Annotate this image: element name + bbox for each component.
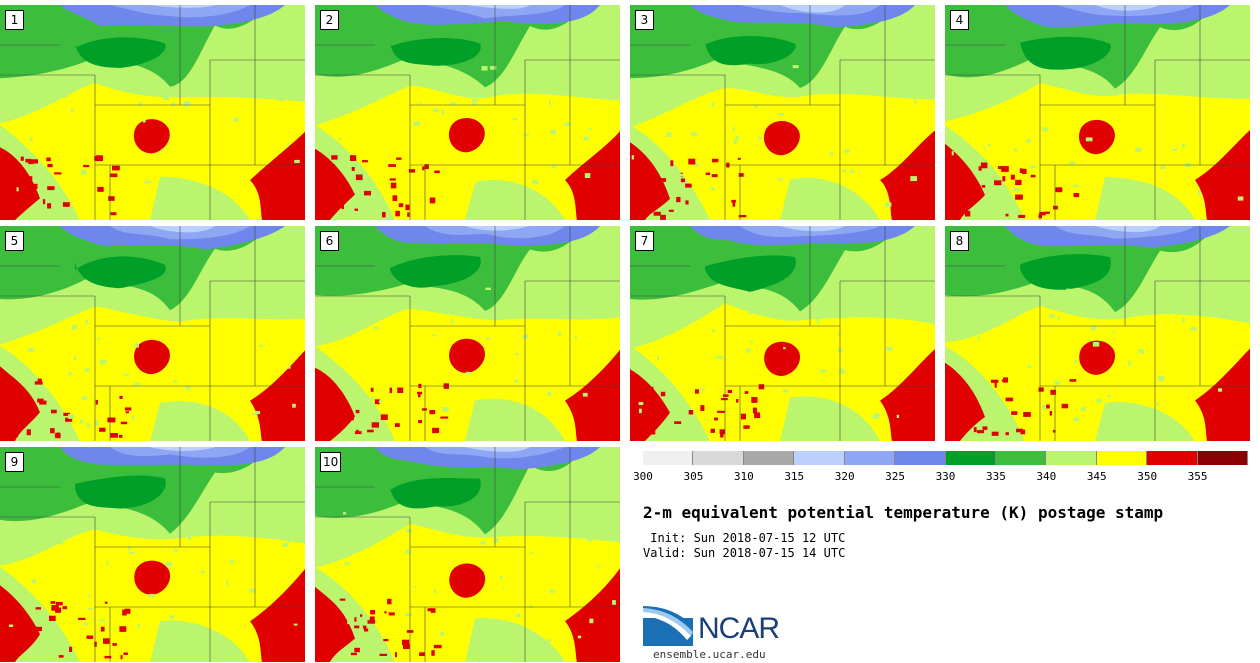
- colorbar-tick-label: 355: [1187, 470, 1208, 483]
- colorbar-tick-label: 330: [935, 470, 956, 483]
- member-panel: 7: [630, 226, 935, 441]
- colorbar-cell: [945, 451, 996, 465]
- colorbar-tick-label: 345: [1086, 470, 1107, 483]
- plot-title: 2-m equivalent potential temperature (K)…: [643, 503, 1164, 522]
- ncar-logo-icon: [643, 606, 693, 646]
- colorbar-tick-label: 335: [985, 470, 1006, 483]
- member-label: 5: [5, 231, 24, 251]
- map-field: [0, 5, 305, 220]
- colorbar-tick-label: 310: [733, 470, 754, 483]
- valid-time: Valid: Sun 2018-07-15 14 UTC: [643, 546, 846, 560]
- colorbar-cell: [643, 451, 694, 465]
- map-field: [630, 5, 935, 220]
- colorbar-tick-label: 315: [784, 470, 805, 483]
- member-label: 6: [320, 231, 339, 251]
- member-label: 4: [950, 10, 969, 30]
- map-field: [0, 226, 305, 441]
- map-field: [0, 447, 305, 662]
- member-panel: 5: [0, 226, 305, 441]
- init-time: Init: Sun 2018-07-15 12 UTC: [643, 531, 846, 545]
- map-field: [315, 226, 620, 441]
- member-label: 9: [5, 452, 24, 472]
- member-panel: 9: [0, 447, 305, 662]
- map-field: [315, 447, 620, 662]
- colorbar-tick-label: 305: [683, 470, 704, 483]
- colorbar-tick-label: 350: [1137, 470, 1158, 483]
- colorbar-tick-label: 340: [1036, 470, 1057, 483]
- map-field: [945, 5, 1250, 220]
- colorbar-cell: [895, 451, 946, 465]
- member-label: 8: [950, 231, 969, 251]
- member-panel: 1: [0, 5, 305, 220]
- logo-text: NCAR: [698, 612, 780, 645]
- member-panel: 6: [315, 226, 620, 441]
- colorbar-tick-label: 320: [834, 470, 855, 483]
- map-field: [630, 226, 935, 441]
- colorbar-ticks: 300 305 310 315 320 325 330 335 340 345 350 355: [633, 470, 1248, 486]
- colorbar-cell: [1046, 451, 1097, 465]
- member-panel: 3: [630, 5, 935, 220]
- member-panel: 8: [945, 226, 1250, 441]
- logo-url: ensemble.ucar.edu: [653, 648, 766, 661]
- member-label: 2: [320, 10, 339, 30]
- colorbar-cell: [1096, 451, 1148, 465]
- colorbar-cell: [743, 451, 795, 465]
- member-label: 3: [635, 10, 654, 30]
- colorbar-cell: [844, 451, 896, 465]
- colorbar-cell: [794, 451, 845, 465]
- member-panel: 2: [315, 5, 620, 220]
- member-label: 10: [320, 452, 342, 472]
- map-field: [315, 5, 620, 220]
- member-label: 7: [635, 231, 654, 251]
- colorbar-cell: [1197, 451, 1249, 465]
- member-label: 1: [5, 10, 24, 30]
- colorbar-tick-label: 300: [633, 470, 653, 483]
- map-field: [945, 226, 1250, 441]
- colorbar-cell: [995, 451, 1047, 465]
- colorbar: [643, 451, 1249, 465]
- colorbar-tick-label: 325: [885, 470, 906, 483]
- colorbar-cell: [693, 451, 744, 465]
- colorbar-cell: [1147, 451, 1198, 465]
- member-panel: 10: [315, 447, 620, 662]
- member-panel: 4: [945, 5, 1250, 220]
